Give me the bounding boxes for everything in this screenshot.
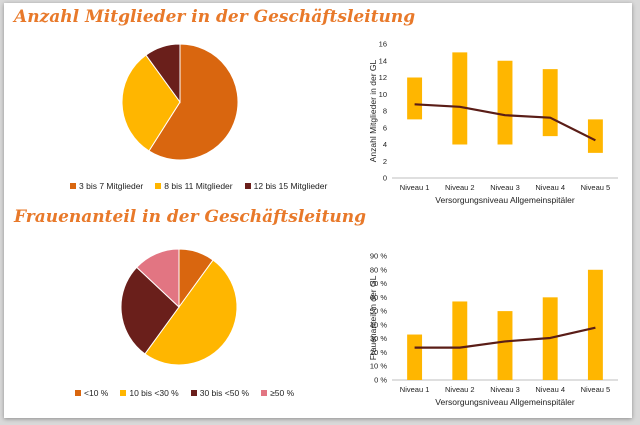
legend-item: ≥50 % bbox=[261, 388, 294, 398]
bar-range bbox=[587, 119, 603, 153]
legend-swatch bbox=[155, 183, 162, 189]
y-tick-label: 0 bbox=[383, 174, 387, 183]
legend-item: 10 bis <30 % bbox=[120, 388, 179, 398]
pie-chart-mitglieder bbox=[121, 43, 239, 161]
bar-range bbox=[452, 301, 468, 380]
x-tick-label: Niveau 1 bbox=[400, 385, 430, 394]
legend-swatch bbox=[190, 390, 197, 396]
bar-chart-frauenanteil: 0 % 10 % 20 % 30 % 40 % 50 % 60 % 70 % 80 % 90 % N… bbox=[368, 252, 618, 407]
x-axis-title: Versorgungsniveau Allgemeinspitäler bbox=[435, 397, 575, 407]
legend-item: 12 bis 15 Mitglieder bbox=[244, 181, 328, 191]
y-tick-label: 4 bbox=[383, 140, 387, 149]
x-tick-label: Niveau 4 bbox=[535, 183, 565, 192]
pie-chart-frauenanteil bbox=[120, 248, 238, 366]
y-tick-label: 70 % bbox=[370, 279, 387, 288]
y-tick-label: 10 bbox=[379, 90, 387, 99]
x-tick-label: Niveau 3 bbox=[490, 183, 520, 192]
x-tick-label: Niveau 3 bbox=[490, 385, 520, 394]
x-tick-label: Niveau 1 bbox=[400, 183, 430, 192]
legend-swatch bbox=[261, 390, 268, 396]
y-axis-title: Anzahl Mitglieder in der GL bbox=[368, 59, 378, 162]
series-line-durchschnitt bbox=[414, 326, 596, 349]
section-title-mitglieder: Anzahl Mitglieder in der Geschäftsleitun… bbox=[14, 7, 416, 27]
bar-range bbox=[497, 311, 513, 380]
bar-range bbox=[407, 77, 423, 120]
pie-slice bbox=[148, 43, 239, 161]
y-tick-label: 16 bbox=[379, 40, 387, 49]
legend-swatch bbox=[120, 390, 127, 396]
x-axis-title: Versorgungsniveau Allgemeinspitäler bbox=[435, 195, 575, 205]
legend-label: <10 % bbox=[84, 388, 109, 398]
pie-slice bbox=[145, 43, 181, 104]
y-tick-label: 80 % bbox=[370, 265, 387, 274]
y-tick-label: 90 % bbox=[370, 252, 387, 261]
y-tick-label: 60 % bbox=[370, 293, 387, 302]
legend-label: 10 bis <30 % bbox=[129, 388, 179, 398]
y-tick-label: 50 % bbox=[370, 307, 387, 316]
y-tick-label: 40 % bbox=[370, 320, 387, 329]
pie-slice bbox=[121, 54, 181, 152]
y-tick-label: 10 % bbox=[370, 362, 387, 371]
x-tick-label: Niveau 2 bbox=[445, 183, 475, 192]
x-tick-label: Niveau 2 bbox=[445, 385, 475, 394]
y-tick-label: 14 bbox=[379, 56, 387, 65]
legend-label: ≥50 % bbox=[270, 388, 295, 398]
y-tick-label: 8 bbox=[383, 107, 387, 116]
legend-label: 3 bis 7 Mitglieder bbox=[79, 181, 144, 191]
pie-slice bbox=[120, 266, 180, 355]
legend-label: 30 bis <50 % bbox=[199, 388, 250, 398]
y-tick-label: 12 bbox=[379, 73, 387, 82]
y-tick-label: 20 % bbox=[370, 348, 387, 357]
bar-range bbox=[407, 334, 423, 380]
legend-item: <10 % bbox=[75, 388, 108, 398]
legend-label: 8 bis 11 Mitglieder bbox=[164, 181, 233, 191]
x-tick-label: Niveau 5 bbox=[581, 385, 611, 394]
y-axis-title: Frauenanteil in der GL bbox=[368, 275, 378, 360]
legend-item: 30 bis <50 % bbox=[190, 388, 250, 398]
pie-slice bbox=[144, 259, 238, 366]
bar-range bbox=[452, 52, 468, 145]
y-tick-label: 2 bbox=[383, 157, 387, 166]
x-tick-label: Niveau 4 bbox=[535, 385, 565, 394]
y-tick-label: 30 % bbox=[370, 334, 387, 343]
bar-range bbox=[497, 60, 513, 145]
legend-item: 8 bis 11 Mitglieder bbox=[155, 181, 233, 191]
legend-mitglieder: 3 bis 7 Mitglieder 8 bis 11 Mitglieder 12 … bbox=[70, 181, 327, 191]
x-tick-label: Niveau 5 bbox=[581, 183, 611, 192]
bar-range bbox=[587, 269, 603, 380]
series-line-durchschnitt bbox=[414, 103, 596, 142]
legend-swatch bbox=[244, 183, 251, 189]
y-tick-label: 0 % bbox=[374, 376, 387, 385]
legend-item: 3 bis 7 Mitglieder bbox=[70, 181, 143, 191]
legend-swatch bbox=[75, 390, 81, 396]
y-tick-label: 6 bbox=[383, 123, 387, 132]
legend-label: 12 bis 15 Mitglieder bbox=[253, 181, 328, 191]
range-chart-mitglieder: 0 2 4 6 8 10 12 14 16 Niveau 1 Niveau 2 Niveau 3 Niv… bbox=[368, 40, 618, 205]
pie-slice bbox=[136, 248, 180, 309]
bar-range bbox=[542, 69, 558, 137]
report-card bbox=[4, 3, 632, 418]
section-title-frauenanteil: Frauenanteil in der Geschäftsleitung bbox=[14, 207, 367, 227]
legend-swatch bbox=[70, 183, 76, 189]
legend-frauenanteil: <10 % 10 bis <30 % 30 bis <50 % ≥50 % bbox=[75, 388, 294, 398]
